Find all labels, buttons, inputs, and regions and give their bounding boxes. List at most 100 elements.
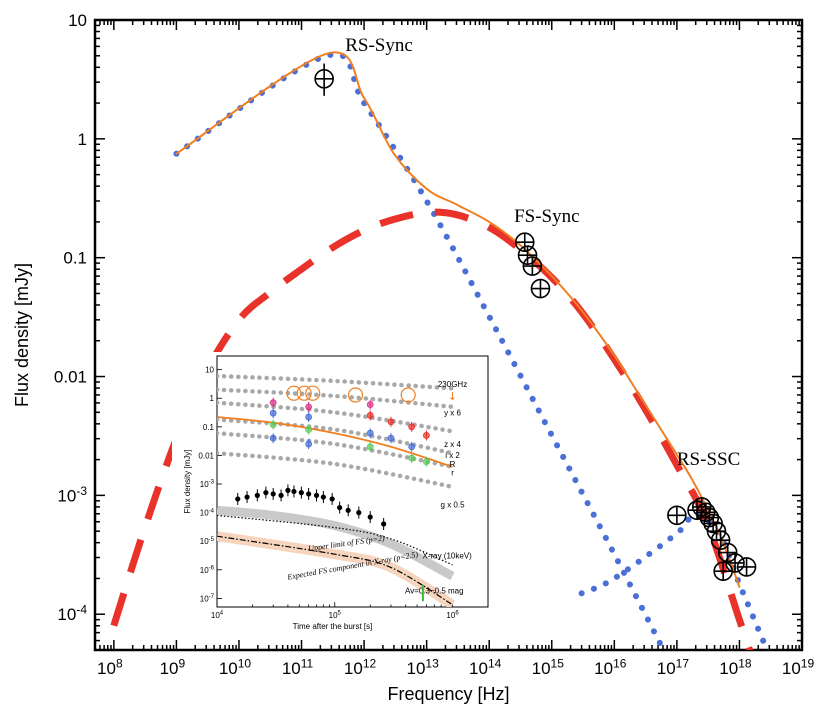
inset-optical-point [305, 426, 313, 434]
inset-xray-point [235, 496, 241, 502]
inset-xray-point [298, 490, 304, 496]
x-tick-label-base: 10 [406, 659, 425, 678]
inset-band-label: X-ray (10keV) [422, 551, 472, 560]
y-axis-label: Flux density [mJy] [12, 263, 32, 407]
annotation-label: RS-Sync [345, 35, 413, 56]
observation-point [736, 557, 757, 577]
inset-x-tick-label: 105 [329, 611, 342, 620]
inset-model-band [217, 400, 455, 434]
x-tick-label-base: 10 [594, 659, 613, 678]
y-tick-label: 10 [68, 11, 87, 30]
x-tick-label-base: 10 [219, 659, 238, 678]
inset-optical-point [269, 421, 277, 428]
inset-mm-point [305, 385, 321, 401]
series-total [175, 51, 741, 588]
inset-xray-point [337, 504, 343, 511]
inset-optical-point [269, 434, 277, 442]
inset-optical-point [387, 418, 395, 426]
inset-xray-point [329, 496, 335, 502]
inset-x-tick-label: 104 [211, 611, 224, 620]
x-tick-label-base: 10 [282, 659, 301, 678]
x-tick-label: 108 [97, 656, 123, 678]
inset-y-tick-label-base: 10 [200, 509, 209, 518]
observation-point [522, 256, 543, 276]
inset-y-tick-label-exp: -3 [209, 480, 215, 486]
x-tick-label: 1014 [469, 656, 502, 678]
inset-x-tick-label-exp: 4 [220, 611, 224, 617]
inset-y-tick-label-exp: -6 [209, 565, 215, 571]
x-tick-label-exp: 19 [801, 656, 815, 670]
inset-optical-point [366, 401, 374, 408]
x-tick-label-exp: 12 [363, 656, 377, 670]
y-tick-label: 1 [78, 130, 87, 149]
inset-xray-point [345, 507, 351, 513]
inset-y-tick-label-exp: -7 [209, 594, 215, 600]
y-tick-label-base: 10 [57, 486, 76, 505]
inset-band-label: Av=0.3~0.5 mag [405, 586, 464, 595]
inset-upper-limit-marker: ↓ [448, 390, 457, 403]
inset-xray-point [254, 492, 260, 498]
x-tick-label-exp: 8 [116, 656, 123, 670]
inset-xray-point [313, 492, 320, 498]
inset-xray-point [381, 521, 387, 527]
inset-xray-point [278, 492, 284, 498]
x-tick-label: 1011 [282, 656, 314, 678]
inset-model-band [217, 450, 455, 490]
inset-optical-point [408, 454, 416, 462]
inset-band-label: R [450, 460, 456, 469]
inset-x-tick-label-exp: 6 [455, 611, 459, 617]
inset-plot: 104 105 1061010.10.0110-310-410-510-610-7T… [172, 352, 494, 634]
x-tick-label: 1012 [344, 656, 377, 678]
observation-point [713, 561, 733, 582]
inset-fs-expected-band [217, 531, 456, 607]
inset-y-tick-label: 10-6 [200, 565, 215, 574]
x-tick-label-base: 10 [782, 659, 801, 678]
y-tick-label-base: 10 [57, 605, 76, 624]
main-plot: 108 109 1010 1011 1012 1013 1014 1015 1016 1017 10… [12, 11, 814, 704]
inset-model-band [217, 387, 455, 410]
inset-x-tick-label-base: 10 [329, 611, 338, 620]
inset-y-tick-label: 10 [205, 366, 214, 375]
x-tick-label-exp: 14 [488, 656, 502, 670]
inset-y-tick-label-base: 10 [200, 594, 209, 603]
inset-xray-point [306, 491, 312, 497]
inset-y-tick-label: 10-7 [200, 594, 215, 603]
inset-optical-model [217, 416, 453, 468]
x-tick-label-base: 10 [160, 659, 179, 678]
x-tick-label-base: 10 [532, 659, 551, 678]
inset-background [172, 352, 494, 634]
inset-fs-upper-limit [217, 514, 453, 566]
inset-frame [216, 355, 489, 608]
x-tick-label-base: 10 [469, 659, 488, 678]
inset-y-tick-label-base: 10 [200, 537, 209, 546]
inset-y-axis-label: Flux density [mJy] [183, 449, 192, 513]
x-tick-label: 1010 [219, 656, 252, 678]
x-tick-label-base: 10 [344, 659, 363, 678]
inset-band-label: z x 4 [444, 440, 461, 449]
x-tick-label: 1018 [719, 656, 752, 678]
inset-mm-point [296, 385, 312, 401]
x-tick-label-base: 10 [657, 659, 676, 678]
inset-x-tick-label: 106 [446, 611, 459, 620]
inset-y-tick-label: 10-4 [200, 508, 215, 517]
inset-xray-point [263, 490, 269, 496]
x-tick-label-exp: 9 [179, 656, 186, 670]
x-tick-label-exp: 15 [551, 656, 565, 670]
y-tick-label: 0.1 [63, 249, 87, 268]
inset-band-label: i x 2 [445, 451, 460, 460]
x-tick-label: 1015 [532, 656, 565, 678]
x-tick-label: 1019 [782, 656, 815, 678]
inset-optical-point [366, 429, 374, 437]
inset-band-label: y x 6 [444, 408, 461, 417]
inset-optical-point [423, 432, 430, 439]
x-tick-label-exp: 17 [676, 656, 690, 670]
inset-optical-point [269, 409, 277, 417]
inset-optical-point [366, 412, 374, 419]
inset-optical-point [387, 434, 395, 442]
inset-x-tick-label-exp: 5 [338, 611, 342, 617]
x-tick-label-base: 10 [719, 659, 738, 678]
inset-y-tick-label: 0.01 [198, 451, 214, 460]
x-tick-label: 1017 [657, 656, 690, 678]
observation-point [530, 278, 551, 299]
